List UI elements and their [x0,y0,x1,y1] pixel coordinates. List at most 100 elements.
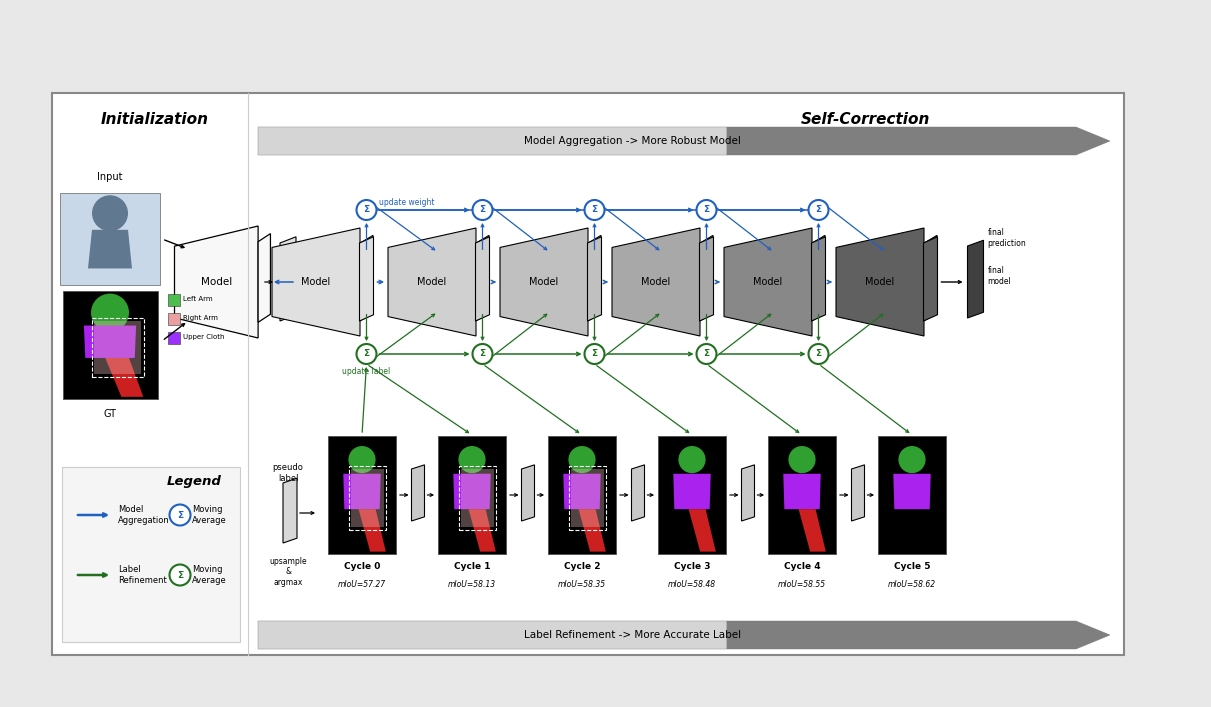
Text: update label: update label [343,367,391,376]
Polygon shape [924,235,937,321]
Circle shape [899,446,925,473]
Polygon shape [360,235,373,321]
FancyBboxPatch shape [168,294,180,306]
Polygon shape [88,230,132,269]
Text: Σ: Σ [480,349,486,358]
Text: Cycle 4: Cycle 4 [784,562,820,571]
Circle shape [568,446,596,473]
Polygon shape [741,464,754,521]
Text: Left Arm: Left Arm [183,296,213,302]
Text: Model Aggregation -> More Robust Model: Model Aggregation -> More Robust Model [524,136,741,146]
Text: mIoU=58.55: mIoU=58.55 [777,580,826,589]
Polygon shape [522,464,534,521]
Circle shape [356,344,377,364]
Polygon shape [673,474,711,509]
Text: Cycle 0: Cycle 0 [344,562,380,571]
Text: mIoU=58.35: mIoU=58.35 [558,580,606,589]
Polygon shape [579,509,606,551]
Polygon shape [360,237,373,321]
Polygon shape [105,358,143,397]
FancyBboxPatch shape [94,321,142,375]
Text: mIoU=58.62: mIoU=58.62 [888,580,936,589]
Text: Cycle 1: Cycle 1 [454,562,490,571]
Polygon shape [727,621,1110,649]
Polygon shape [689,509,716,551]
Polygon shape [589,235,601,321]
Text: Σ: Σ [704,206,710,214]
Text: Σ: Σ [363,206,369,214]
Polygon shape [851,464,865,521]
Circle shape [472,200,493,220]
Polygon shape [258,127,1110,155]
Polygon shape [894,474,931,509]
Text: Label Refinement -> More Accurate Label: Label Refinement -> More Accurate Label [524,630,741,640]
Polygon shape [272,228,360,336]
Text: Model
Aggregation: Model Aggregation [117,506,170,525]
Text: Right Arm: Right Arm [183,315,218,321]
Circle shape [356,200,377,220]
Polygon shape [811,237,826,321]
Text: Label
Refinement: Label Refinement [117,566,167,585]
FancyBboxPatch shape [168,332,180,344]
Circle shape [696,344,717,364]
Text: Initialization: Initialization [101,112,210,127]
Polygon shape [813,235,825,321]
Polygon shape [258,233,270,322]
Text: Σ: Σ [363,349,369,358]
Text: Model: Model [753,277,782,287]
FancyBboxPatch shape [52,93,1124,655]
FancyBboxPatch shape [351,469,384,527]
Circle shape [809,200,828,220]
Polygon shape [476,237,489,321]
Circle shape [585,344,604,364]
Text: Cycle 5: Cycle 5 [894,562,930,571]
Circle shape [585,200,604,220]
Circle shape [788,446,815,473]
Text: Σ: Σ [591,206,597,214]
Polygon shape [724,228,813,336]
Text: Legend: Legend [167,474,222,488]
Circle shape [472,344,493,364]
Circle shape [170,564,190,585]
Polygon shape [563,474,601,509]
Text: Σ: Σ [480,206,486,214]
Text: Model: Model [201,277,233,287]
Polygon shape [727,127,1110,155]
Polygon shape [924,237,937,321]
Polygon shape [174,226,258,338]
Text: Model: Model [866,277,895,287]
Polygon shape [700,235,713,321]
FancyBboxPatch shape [168,313,180,325]
Polygon shape [612,228,700,336]
FancyBboxPatch shape [62,467,240,642]
Polygon shape [283,478,297,543]
Polygon shape [784,474,821,509]
Text: Model: Model [529,277,558,287]
Polygon shape [453,474,490,509]
Text: final
prediction: final prediction [987,228,1026,247]
Text: Σ: Σ [815,206,821,214]
FancyBboxPatch shape [438,436,506,554]
Text: GT: GT [103,409,116,419]
FancyBboxPatch shape [878,436,946,554]
Text: update weight: update weight [379,198,434,207]
Text: upsample
&
argmax: upsample & argmax [269,557,306,587]
Circle shape [349,446,375,473]
Text: mIoU=58.13: mIoU=58.13 [448,580,497,589]
Circle shape [809,344,828,364]
Text: mIoU=58.48: mIoU=58.48 [668,580,716,589]
Polygon shape [358,509,386,551]
Text: Model: Model [642,277,671,287]
Polygon shape [343,474,380,509]
Text: Input: Input [97,172,122,182]
Text: Model: Model [302,277,331,287]
Text: final
model: final model [987,267,1011,286]
Polygon shape [631,464,644,521]
Text: Σ: Σ [177,510,183,520]
Text: Model: Model [418,277,447,287]
Circle shape [91,293,130,332]
Text: Moving
Average: Moving Average [193,506,226,525]
Text: Cycle 2: Cycle 2 [564,562,601,571]
Polygon shape [500,228,589,336]
FancyBboxPatch shape [570,469,604,527]
